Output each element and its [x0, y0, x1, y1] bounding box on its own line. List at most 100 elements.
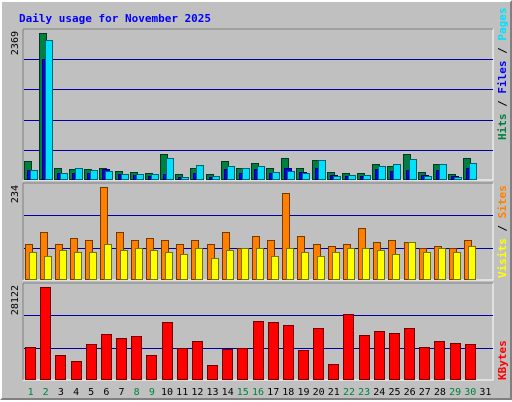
bar-sites-day-5	[89, 252, 97, 280]
bar-kbytes-day-26	[404, 328, 415, 380]
x-tick-label: 16	[252, 387, 264, 398]
bar-sites-day-23	[362, 248, 370, 280]
bar-pages-day-8	[136, 174, 144, 180]
bar-pages-day-4	[75, 168, 83, 180]
bar-pages-day-17	[272, 172, 280, 180]
bar-sites-day-21	[332, 252, 340, 280]
x-tick-label: 30	[464, 387, 476, 398]
bar-kbytes-day-7	[116, 338, 127, 380]
x-tick-label: 8	[134, 387, 140, 398]
x-tick-label: 4	[73, 387, 79, 398]
bar-sites-day-27	[423, 252, 431, 280]
x-tick-label: 3	[58, 387, 64, 398]
bar-sites-day-2	[44, 256, 52, 280]
legend-2: KBytes	[496, 340, 509, 380]
bar-pages-day-30	[469, 163, 477, 180]
bar-pages-day-5	[90, 170, 98, 180]
bar-kbytes-day-29	[450, 343, 461, 380]
bar-pages-day-18	[287, 171, 295, 180]
bar-pages-day-13	[212, 176, 220, 180]
bar-pages-day-19	[302, 173, 310, 180]
bar-pages-day-25	[393, 164, 401, 180]
bar-kbytes-day-19	[298, 350, 309, 380]
bar-sites-day-11	[180, 254, 188, 280]
bar-kbytes-day-14	[222, 349, 233, 380]
x-tick-label: 23	[358, 387, 370, 398]
x-tick-label: 26	[404, 387, 416, 398]
x-tick-label: 20	[313, 387, 325, 398]
bar-kbytes-day-8	[131, 336, 142, 380]
bar-pages-day-15	[242, 168, 250, 180]
bar-kbytes-day-18	[283, 325, 294, 380]
x-tick-label: 12	[191, 387, 203, 398]
bar-sites-day-9	[150, 250, 158, 280]
bar-pages-day-23	[363, 175, 371, 180]
x-tick-label: 19	[297, 387, 309, 398]
legend-item-pages: Pages	[496, 8, 509, 41]
bar-kbytes-day-28	[434, 341, 445, 380]
bar-pages-day-28	[439, 164, 447, 180]
bar-kbytes-day-23	[359, 335, 370, 380]
x-tick-label: 17	[267, 387, 279, 398]
bar-sites-day-18	[286, 248, 294, 280]
chart-legends: Hits / Files / Pages Visits / Sites KBytes	[496, 8, 509, 381]
legend-item-kbytes: KBytes	[496, 340, 509, 380]
bar-kbytes-day-4	[71, 361, 82, 380]
x-tick-label: 10	[161, 387, 173, 398]
bar-kbytes-day-6	[101, 334, 112, 380]
panel-pages_files_hits: 2369	[10, 28, 494, 181]
panel-kbytes: 28122	[10, 282, 494, 381]
legend-item-files: Files	[496, 61, 509, 94]
bar-sites-day-19	[301, 252, 309, 280]
bar-kbytes-day-12	[192, 341, 203, 380]
x-tick-label: 9	[149, 387, 155, 398]
bar-sites-day-13	[211, 258, 219, 280]
legend-item-visits: Visits	[496, 238, 509, 278]
x-tick-label: 7	[118, 387, 124, 398]
x-tick-label: 5	[88, 387, 94, 398]
x-tick-label: 21	[328, 387, 340, 398]
bar-pages-day-26	[409, 159, 417, 180]
bar-pages-day-12	[196, 165, 204, 180]
bar-sites-day-3	[59, 250, 67, 280]
bar-sites-day-20	[317, 256, 325, 280]
chart-title: Daily usage for November 2025	[19, 12, 211, 25]
bar-pages-day-22	[348, 175, 356, 180]
x-tick-label: 1	[28, 387, 34, 398]
bar-pages-day-2	[45, 40, 53, 180]
bar-sites-day-25	[392, 254, 400, 280]
x-tick-label: 27	[419, 387, 431, 398]
x-tick-label: 25	[388, 387, 400, 398]
bar-pages-day-3	[60, 173, 68, 180]
bar-kbytes-day-5	[86, 344, 97, 380]
bar-sites-day-14	[226, 250, 234, 280]
bar-pages-day-20	[318, 160, 326, 180]
bar-kbytes-day-20	[313, 328, 324, 380]
bar-pages-day-16	[257, 166, 265, 180]
x-tick-label: 14	[222, 387, 234, 398]
y-max-label: 28122	[10, 285, 21, 315]
panel-background	[22, 28, 494, 181]
chart-panels: 2369 234 28122	[10, 28, 494, 381]
bar-kbytes-day-30	[465, 344, 476, 380]
bar-pages-day-14	[227, 166, 235, 180]
bar-sites-day-24	[377, 250, 385, 280]
bar-kbytes-day-3	[55, 355, 66, 380]
bar-pages-day-1	[30, 170, 38, 180]
x-tick-label: 28	[434, 387, 446, 398]
x-tick-label: 18	[282, 387, 294, 398]
bar-pages-day-10	[166, 158, 174, 180]
legend-1: Visits / Sites	[496, 185, 509, 278]
bar-kbytes-day-10	[162, 322, 173, 380]
bar-kbytes-day-17	[268, 322, 279, 380]
bar-sites-day-30	[468, 246, 476, 280]
legend-0: Hits / Files / Pages	[496, 8, 509, 141]
bar-sites-day-29	[453, 252, 461, 280]
bar-sites-day-1	[29, 252, 37, 280]
bar-sites-day-15	[241, 248, 249, 280]
bar-sites-day-10	[165, 252, 173, 280]
bar-sites-day-16	[256, 248, 264, 280]
bar-sites-day-6	[104, 244, 112, 280]
